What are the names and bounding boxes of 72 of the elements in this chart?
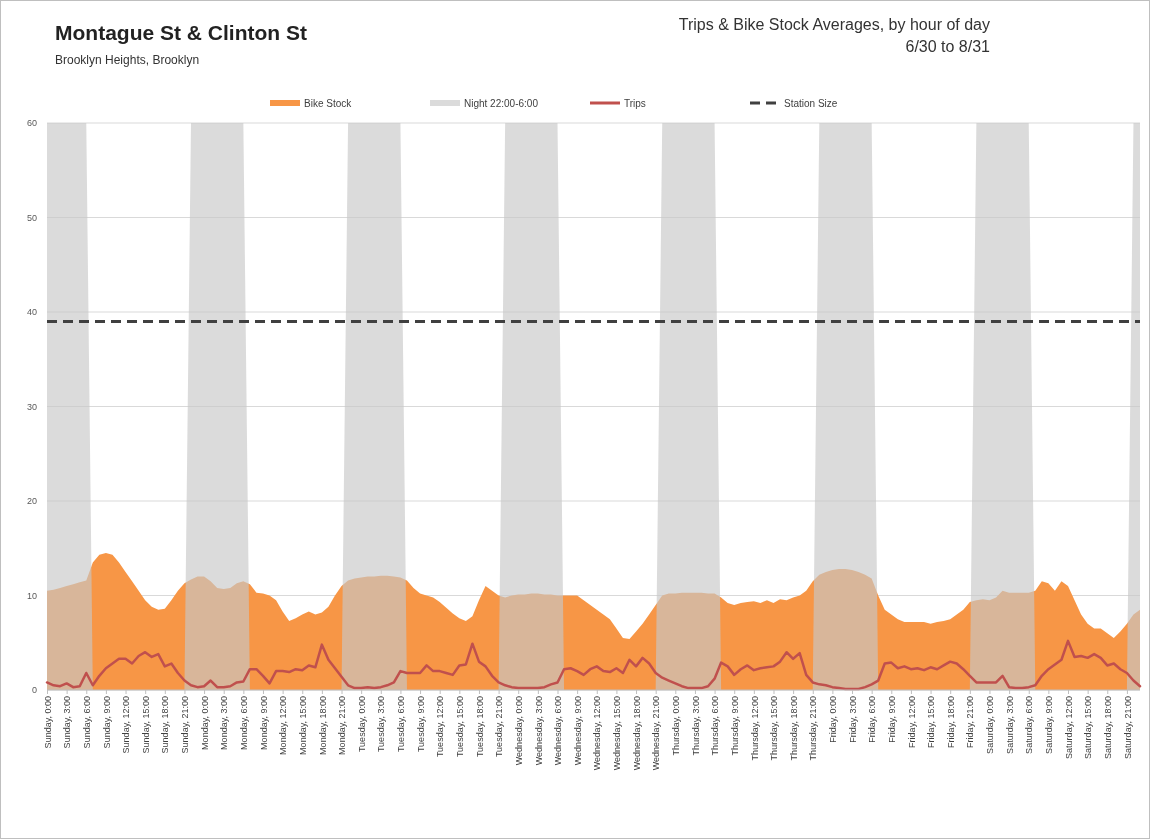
x-tick-label: Sunday, 21:00	[180, 696, 191, 754]
x-tick-label: Friday, 15:00	[926, 696, 937, 748]
x-tick-label: Tuesday, 3:00	[376, 696, 387, 753]
x-tick-label: Saturday, 0:00	[985, 696, 996, 754]
y-tick-label: 50	[26, 212, 37, 223]
chart-subtitle: Brooklyn Heights, Brooklyn	[55, 53, 200, 67]
x-tick-label: Thursday, 6:00	[710, 696, 721, 756]
x-tick-label: Friday, 9:00	[886, 696, 897, 743]
y-tick-label: 10	[26, 590, 37, 601]
y-tick-label: 60	[26, 118, 37, 129]
x-tick-label: Saturday, 18:00	[1102, 696, 1113, 759]
x-tick-label: Saturday, 3:00	[1004, 696, 1015, 754]
legend-label: Trips	[624, 97, 646, 109]
x-tick-label: Tuesday, 12:00	[435, 696, 446, 758]
x-tick-label: Tuesday, 15:00	[454, 696, 465, 758]
x-tick-label: Friday, 6:00	[867, 696, 878, 743]
x-tick-label: Thursday, 21:00	[808, 696, 819, 761]
x-tick-label: Saturday, 21:00	[1122, 696, 1133, 759]
x-tick-label: Sunday, 6:00	[81, 696, 92, 749]
x-tick-label: Thursday, 9:00	[729, 696, 740, 756]
line-series	[45, 639, 1142, 691]
y-tick-label: 20	[26, 496, 37, 507]
x-tick-label: Sunday, 9:00	[101, 696, 112, 749]
x-tick-label: Sunday, 18:00	[160, 696, 171, 754]
legend-label: Station Size	[784, 97, 838, 109]
x-tick-label: Friday, 12:00	[906, 696, 917, 748]
x-tick-label: Wednesday, 12:00	[592, 696, 603, 771]
x-tick-label: Thursday, 12:00	[749, 696, 760, 761]
x-tick-label: Tuesday, 0:00	[356, 696, 367, 753]
x-tick-label: Friday, 3:00	[847, 696, 858, 743]
x-tick-label: Tuesday, 6:00	[396, 696, 407, 753]
x-tick-label: Monday, 3:00	[219, 696, 230, 750]
x-tick-label: Monday, 9:00	[258, 696, 269, 750]
legend-label: Night 22:00-6:00	[464, 97, 539, 109]
x-tick-label: Wednesday, 6:00	[553, 696, 564, 766]
x-tick-label: Monday, 15:00	[297, 696, 308, 755]
x-tick-label: Sunday, 12:00	[121, 696, 132, 754]
x-tick-label: Sunday, 15:00	[140, 696, 151, 754]
x-tick-label: Tuesday, 9:00	[415, 696, 426, 753]
chart-title: Montague St & Clinton St	[55, 21, 307, 44]
x-tick-label: Sunday, 3:00	[62, 696, 73, 749]
y-tick-label: 0	[31, 685, 37, 696]
text: 6/30 to 8/31	[905, 38, 991, 55]
x-tick-label: Tuesday, 18:00	[474, 696, 485, 758]
x-tick-label: Thursday, 15:00	[769, 696, 780, 761]
x-tick-label: Saturday, 15:00	[1083, 696, 1094, 759]
x-tick-label: Wednesday, 0:00	[513, 696, 524, 766]
x-tick-label: Wednesday, 3:00	[533, 696, 544, 766]
x-tick-label: Monday, 21:00	[337, 696, 348, 755]
x-tick-label: Monday, 18:00	[317, 696, 328, 755]
x-tick-label: Tuesday, 21:00	[494, 696, 505, 758]
x-tick-label: Friday, 18:00	[945, 696, 956, 748]
x-tick-label: Saturday, 6:00	[1024, 696, 1035, 754]
y-tick-label: 40	[26, 307, 37, 318]
x-tick-label: Wednesday, 9:00	[572, 696, 583, 766]
x-tick-label: Saturday, 12:00	[1063, 696, 1074, 759]
x-tick-label: Thursday, 18:00	[788, 696, 799, 761]
x-tick-label: Thursday, 3:00	[690, 696, 701, 756]
x-tick-label: Monday, 12:00	[278, 696, 289, 755]
x-tick-label: Friday, 0:00	[828, 696, 839, 743]
x-tick-label: Monday, 0:00	[199, 696, 210, 750]
x-tick-label: Sunday, 0:00	[42, 696, 53, 749]
legend-label: Bike Stock	[304, 97, 353, 109]
text: Trips & Bike Stock Averages, by hour of day	[678, 16, 990, 33]
x-tick-label: Monday, 6:00	[239, 696, 249, 750]
y-tick-label: 30	[26, 401, 37, 412]
x-tick-label: Wednesday, 18:00	[631, 696, 642, 771]
x-tick-label: Saturday, 9:00	[1044, 696, 1055, 754]
x-tick-label: Thursday, 0:00	[670, 696, 681, 756]
x-tick-label: Wednesday, 21:00	[651, 696, 662, 771]
x-tick-label: Wednesday, 15:00	[612, 696, 623, 771]
x-tick-label: Friday, 21:00	[965, 696, 976, 748]
